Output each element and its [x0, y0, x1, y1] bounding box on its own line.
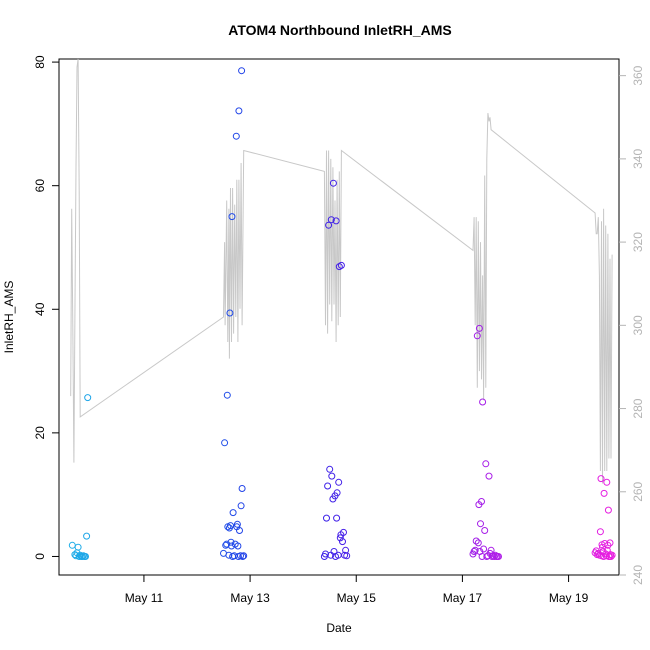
scatter-point — [479, 398, 487, 406]
scatter-point — [325, 221, 333, 229]
y2-tick-label: 320 — [631, 232, 645, 252]
scatter-point — [234, 542, 242, 550]
scatter-point — [236, 527, 243, 534]
scatter-point — [223, 540, 231, 548]
chart-title: ATOM4 Northbound InletRH_AMS — [228, 22, 451, 38]
y2-tick-label: 360 — [631, 65, 645, 85]
scatter-point — [74, 543, 82, 551]
scatter-point — [606, 539, 614, 547]
scatter-point — [329, 179, 337, 187]
scatter-point — [228, 213, 236, 221]
y-axis-right: 240 260 280 300 320 340 360 — [619, 65, 645, 585]
scatter-point — [235, 107, 243, 115]
scatter-point — [607, 553, 615, 560]
scatter-point — [600, 489, 608, 497]
scatter-point — [71, 551, 79, 559]
scatter-point — [480, 545, 488, 553]
x-tick-label: May 19 — [549, 591, 589, 605]
x-axis-label: Date — [326, 621, 352, 635]
y-tick-label: 80 — [33, 55, 47, 69]
scatter-point — [68, 541, 76, 549]
scatter-point — [482, 460, 490, 468]
scatter-point — [78, 553, 86, 560]
scatter-point — [233, 520, 241, 528]
scatter-point — [238, 67, 246, 75]
scatter-point — [603, 478, 611, 486]
scatter-point — [475, 324, 483, 332]
x-tick-label: May 15 — [337, 591, 377, 605]
scatter-point — [477, 520, 484, 528]
y2-tick-label: 340 — [631, 149, 645, 169]
scatter-point — [239, 553, 247, 560]
scatter-point — [604, 506, 612, 514]
x-tick-label: May 11 — [125, 591, 164, 605]
scatter-point — [221, 439, 229, 447]
scatter-point — [330, 548, 338, 555]
scatter-point — [336, 534, 344, 542]
scatter-point — [238, 485, 246, 492]
scatter-point — [326, 465, 334, 473]
scatter-point — [223, 391, 231, 399]
scatter-point — [335, 478, 343, 486]
y-tick-label: 20 — [33, 426, 47, 440]
scatter-point — [327, 216, 335, 224]
scatter-point — [495, 553, 502, 560]
scatter-point — [478, 498, 485, 505]
scatter-point — [597, 475, 605, 483]
scatter-point — [596, 528, 604, 536]
scatter-point — [472, 537, 480, 545]
scatter-point — [471, 546, 479, 554]
y2-tick-label: 240 — [631, 565, 645, 585]
y2-tick-label: 280 — [631, 398, 645, 418]
x-axis: May 11 May 13 May 15 May 17 May 19 — [125, 575, 589, 605]
y-tick-label: 0 — [33, 553, 47, 560]
scatter-point — [324, 482, 332, 490]
scatter-point — [225, 551, 233, 559]
scatter-point — [84, 394, 92, 402]
scatter-point — [337, 261, 345, 269]
scatter-point — [339, 538, 346, 546]
scatter-point — [322, 550, 329, 558]
secondary-line — [70, 58, 613, 484]
scatter-point — [227, 538, 235, 546]
scatter-point — [485, 472, 493, 480]
scatter-point — [226, 309, 234, 317]
y-axis-left: 0 20 40 60 80 — [33, 55, 59, 560]
y2-tick-label: 260 — [631, 481, 645, 501]
scatter-point — [229, 509, 237, 517]
scatter-point — [227, 522, 234, 530]
scatter-point — [232, 132, 240, 140]
scatter-point — [473, 332, 481, 340]
scatter-point — [343, 552, 351, 560]
y2-tick-label: 300 — [631, 315, 645, 335]
scatter-point — [481, 527, 489, 534]
scatter-point — [608, 551, 616, 559]
scatter-point — [240, 552, 248, 560]
scatter-point — [237, 502, 245, 510]
y-tick-label: 60 — [33, 179, 47, 193]
scatter-point — [332, 217, 340, 225]
scatter-point — [83, 532, 91, 540]
plot-frame — [58, 58, 620, 576]
scatter-point — [328, 472, 336, 480]
scatter-series — [68, 67, 616, 560]
secondary-series — [70, 58, 613, 484]
scatter-point — [82, 553, 89, 560]
scatter-point — [333, 489, 341, 497]
scatter-point — [490, 553, 498, 560]
scatter-point — [333, 514, 341, 522]
scatter-point — [474, 539, 482, 547]
scatter-point — [340, 528, 347, 536]
y-axis-label: InletRH_AMS — [2, 281, 16, 354]
x-tick-label: May 17 — [443, 591, 483, 605]
y-tick-label: 40 — [33, 302, 47, 316]
x-tick-label: May 13 — [230, 591, 270, 605]
scatter-point — [323, 514, 330, 522]
